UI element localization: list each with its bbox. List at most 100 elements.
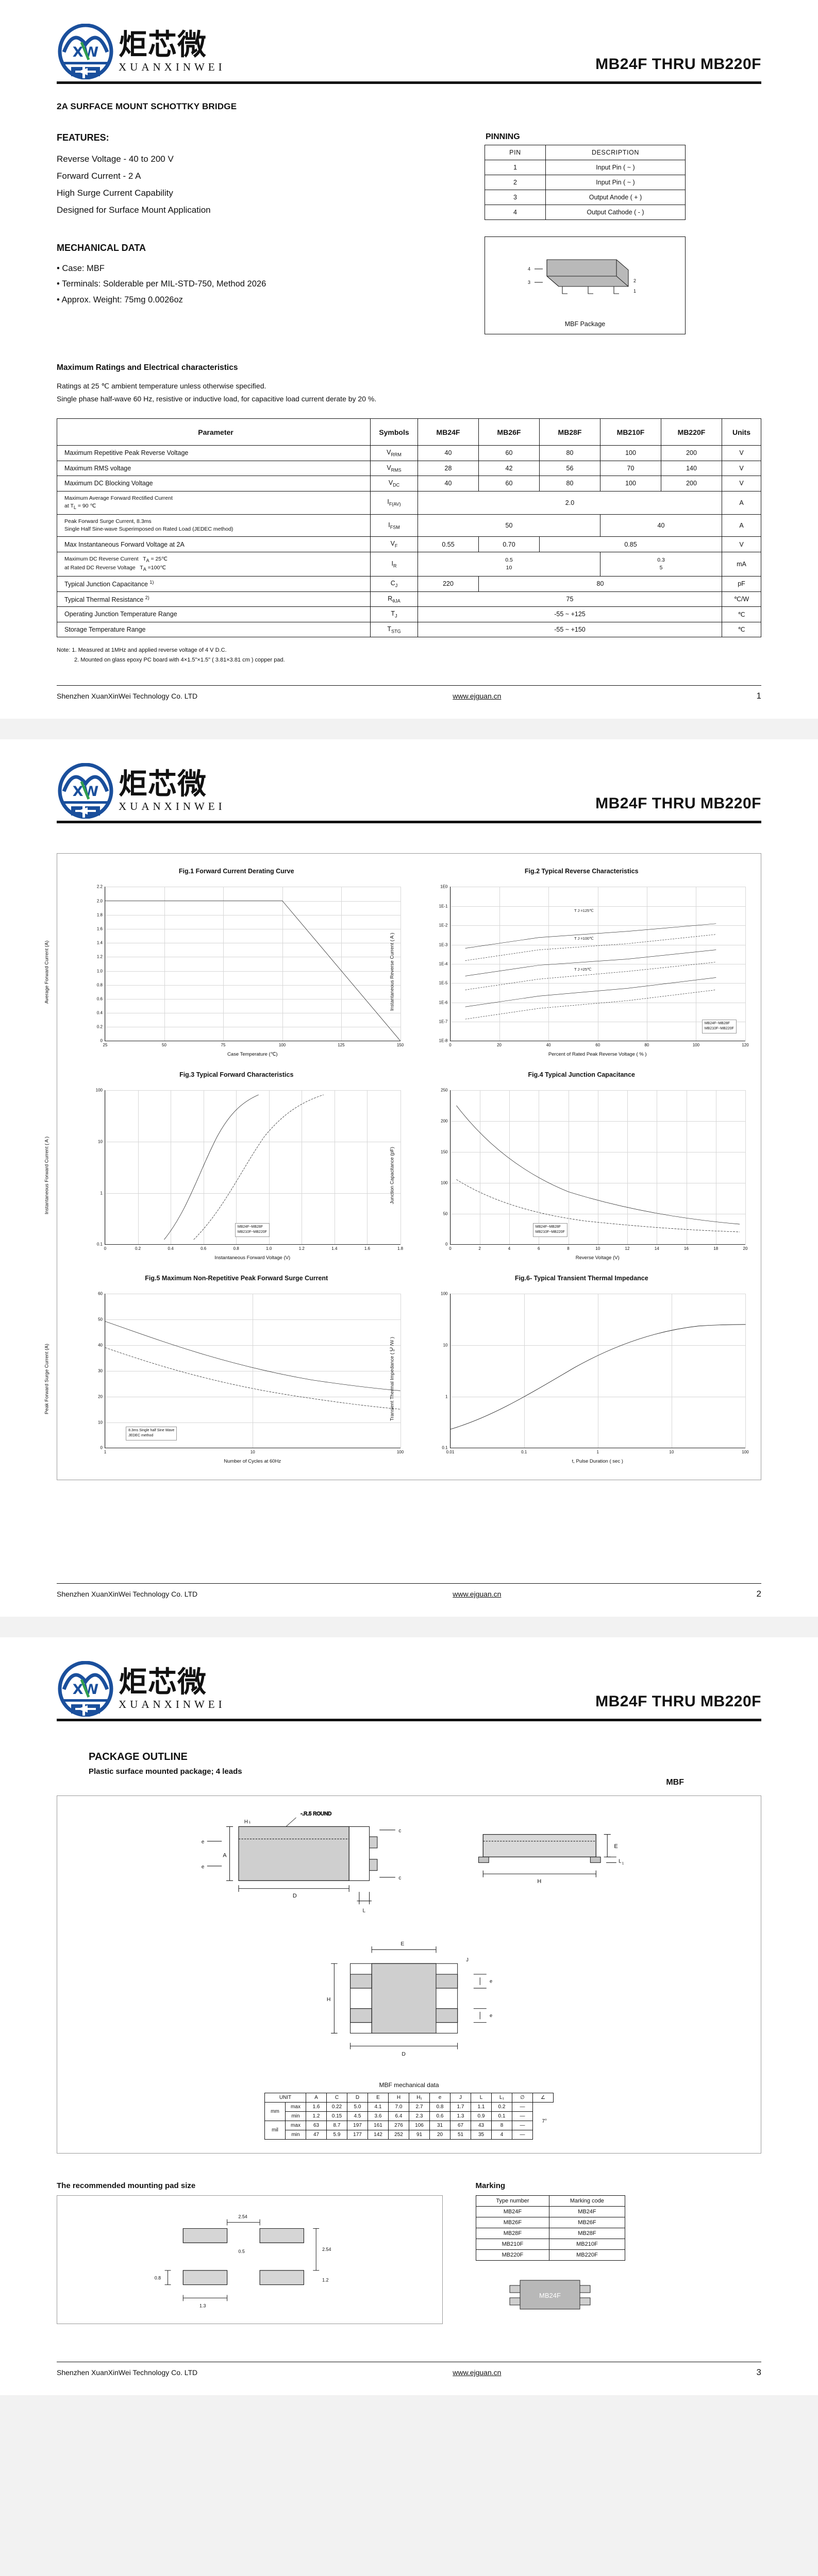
footer-divider <box>57 1583 761 1584</box>
pinning-table: PIN DESCRIPTION 1 Input Pin ( ~ ) 2 Inpu… <box>485 145 686 220</box>
page-header: XW 炬芯微 XUANXINWEI MB24F THRU MB220F <box>57 1660 761 1717</box>
col-l: L <box>471 2093 492 2103</box>
feature-item: High Surge Current Capability <box>57 188 173 198</box>
ratings-heading: Maximum Ratings and Electrical character… <box>57 363 238 372</box>
svg-text:J: J <box>466 1958 469 1963</box>
param-label: Maximum DC Reverse Current TA = 25℃ at R… <box>57 551 371 577</box>
page-header: XW 炬芯微 XUANXINWEI MB24F THRU MB220F <box>57 762 761 819</box>
x-tick: 120 <box>742 1043 749 1048</box>
chart-fig3: Fig.3 Typical Forward Characteristics In… <box>44 1071 404 1261</box>
legend-entry: JEDEC method <box>128 1434 154 1438</box>
value-cell: 40 <box>418 445 479 461</box>
page-footer: Shenzhen XuanXinWei Technology Co. LTD w… <box>0 2362 818 2395</box>
param-symbol: VDC <box>370 476 418 492</box>
param-line-1: Peak Forward Surge Current, 8.3ms <box>64 518 152 524</box>
chart-fig5: Fig.5 Maximum Non-Repetitive Peak Forwar… <box>44 1274 404 1464</box>
param-label: Max Instantaneous Forward Voltage at 2A <box>57 536 371 552</box>
page-header: XW 炬芯微 XUANXINWEI MB24F THRU MB220F <box>57 23 761 80</box>
cell: 1.6 <box>306 2102 327 2112</box>
value-cell: 42 <box>478 460 540 476</box>
pinning-col-desc: DESCRIPTION <box>545 145 686 160</box>
marking-illustration: MB24F <box>476 2269 625 2326</box>
y-tick: 0 <box>100 1445 103 1450</box>
cell: 106 <box>409 2121 430 2131</box>
footnote-2: 2. Mounted on glass epoxy PC board with … <box>74 656 285 663</box>
svg-text:e: e <box>490 1979 492 1984</box>
package-drawing-icon: 4 3 1 2 <box>485 246 685 308</box>
cell: 47 <box>306 2130 327 2140</box>
value-cell: 80 <box>539 445 600 461</box>
mechanical-item: • Approx. Weight: 75mg 0.0026oz <box>57 295 183 304</box>
param-label: Storage Temperature Range <box>57 621 371 638</box>
footer-url[interactable]: www.ejguan.cn <box>453 692 502 701</box>
svg-text:e: e <box>490 2013 492 2019</box>
table-row: 1 Input Pin ( ~ ) <box>485 160 686 175</box>
svg-text:e: e <box>201 1840 204 1845</box>
param-symbol: CJ <box>370 576 418 592</box>
x-tick: 10 <box>595 1246 600 1251</box>
value-line-1: 0.5 <box>505 556 513 563</box>
table-row: MB210F MB210F <box>475 2239 625 2250</box>
y-tick: 2.2 <box>96 884 103 889</box>
package-figure: 4 3 1 2 MBF Package <box>485 236 686 334</box>
value-cell: 220 <box>418 576 479 592</box>
footer-url[interactable]: www.ejguan.cn <box>453 1590 502 1599</box>
table-row: Maximum RMS voltage VRMS 28 42 56 70 140… <box>57 460 761 476</box>
x-tick: 20 <box>497 1043 502 1048</box>
cell: 1.7 <box>450 2102 471 2112</box>
cell: — <box>512 2121 533 2131</box>
value-cell: 60 <box>478 476 540 492</box>
plot-area: 0.1 1 10 100 0.01 0.1 1 10 100 <box>441 1292 749 1455</box>
chart-title: Fig.6- Typical Transient Thermal Impedan… <box>514 1275 648 1282</box>
marking-code: MB210F <box>549 2239 625 2250</box>
y-axis-label: Peak Forward Surge Current (A) <box>44 1344 50 1415</box>
col-c: C <box>326 2093 347 2103</box>
company-logo: XW 炬芯微 XUANXINWEI <box>57 1660 226 1717</box>
param-symbol: VRMS <box>370 460 418 476</box>
table-row: Operating Junction Temperature Range TJ … <box>57 606 761 622</box>
y-tick: 100 <box>441 1291 448 1296</box>
marking-code: MB220F <box>549 2249 625 2261</box>
chart-fig2: Fig.2 Typical Reverse Characteristics In… <box>389 867 749 1057</box>
y-tick: 1E-8 <box>439 1038 448 1043</box>
y-tick: 50 <box>98 1317 103 1322</box>
series-line <box>105 887 400 1041</box>
unit-cell: ℃ <box>722 621 761 638</box>
x-tick: 12 <box>625 1246 630 1251</box>
y-tick: 20 <box>98 1394 103 1399</box>
table-row: MB28F MB28F <box>475 2228 625 2240</box>
footer-url[interactable]: www.ejguan.cn <box>453 2368 502 2377</box>
value-cell-span: 40 <box>600 514 722 537</box>
param-line-2: at Rated DC Reverse Voltage TA =100℃ <box>64 564 166 572</box>
logo-mark-icon: XW <box>57 762 114 819</box>
y-tick: 1E-1 <box>439 904 448 909</box>
y-tick: 1E-4 <box>439 961 448 967</box>
series-line <box>450 1294 746 1448</box>
footer-company: Shenzhen XuanXinWei Technology Co. LTD <box>57 2368 198 2377</box>
marking-code: MB24F <box>549 2206 625 2218</box>
annotation: T J =25℃ <box>574 967 592 972</box>
x-tick: 6 <box>538 1246 540 1251</box>
table-row: Peak Forward Surge Current, 8.3ms Single… <box>57 514 761 537</box>
y-tick: 0.4 <box>96 1010 103 1015</box>
y-tick: 1E-3 <box>439 942 448 947</box>
chart-fig1: Fig.1 Forward Current Derating Curve Ave… <box>44 867 404 1057</box>
x-tick: 1.8 <box>397 1246 404 1251</box>
y-tick: 0.8 <box>96 982 103 988</box>
param-label: Peak Forward Surge Current, 8.3ms Single… <box>57 514 371 537</box>
chip-marking-text: MB24F <box>539 2292 561 2299</box>
col-h: H <box>388 2093 409 2103</box>
minmax-label: min <box>285 2130 306 2140</box>
cell: 43 <box>471 2121 492 2131</box>
pin-number: 3 <box>485 190 546 205</box>
x-tick: 60 <box>595 1043 600 1048</box>
marking-code: MB26F <box>549 2217 625 2229</box>
x-tick: 0 <box>104 1246 107 1251</box>
cell: 276 <box>388 2121 409 2131</box>
y-tick: 200 <box>441 1118 448 1124</box>
pin-desc: Output Anode ( + ) <box>545 190 686 205</box>
param-line-1: Maximum Average Forward Rectified Curren… <box>64 495 173 501</box>
ratings-table: Parameter Symbols MB24F MB26F MB28F MB21… <box>57 418 761 638</box>
cell: 51 <box>450 2130 471 2140</box>
y-tick: 10 <box>98 1139 103 1144</box>
